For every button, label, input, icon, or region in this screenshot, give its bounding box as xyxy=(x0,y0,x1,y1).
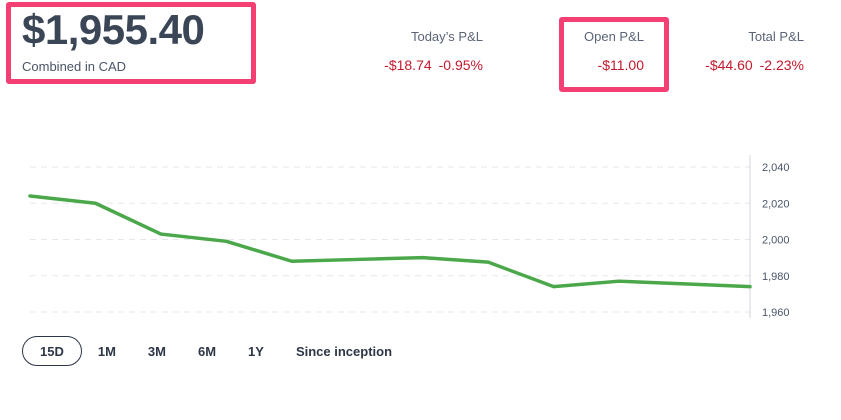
balance-highlight-box xyxy=(6,2,256,84)
y-tick-label: 2,040 xyxy=(762,162,790,174)
todays-pnl-label: Today’s P&L xyxy=(410,29,483,44)
total-pnl: Total P&L -$44.60 -2.23% xyxy=(705,29,804,73)
todays-pnl-percent: -0.95% xyxy=(438,57,483,73)
total-pnl-percent: -2.23% xyxy=(759,57,804,73)
y-tick-label: 1,980 xyxy=(762,271,790,283)
range-1y-button[interactable]: 1Y xyxy=(248,344,264,359)
open-pnl-label: Open P&L xyxy=(584,29,644,44)
range-6m-button[interactable]: 6M xyxy=(197,344,217,359)
todays-pnl-values: -$18.74 -0.95% xyxy=(384,57,483,73)
open-pnl: Open P&L -$11.00 xyxy=(584,29,644,73)
balance-line-chart[interactable]: 1,960 1,980 2,000 2,020 2,040 xyxy=(0,0,841,330)
total-pnl-label: Total P&L xyxy=(748,29,804,44)
y-tick-label: 2,020 xyxy=(762,198,790,210)
open-pnl-highlight-box xyxy=(559,17,669,92)
range-1m-button[interactable]: 1M xyxy=(97,344,116,359)
range-since-inception-button[interactable]: Since inception xyxy=(295,344,393,359)
y-tick-label: 1,960 xyxy=(762,307,790,319)
todays-pnl-amount: -$18.74 xyxy=(384,57,432,73)
range-3m-button[interactable]: 3M xyxy=(147,344,166,359)
open-pnl-values: -$11.00 xyxy=(584,57,644,73)
total-pnl-amount: -$44.60 xyxy=(705,57,753,73)
open-pnl-amount: -$11.00 xyxy=(597,57,644,73)
portfolio-balance: $1,955.40 xyxy=(22,6,205,53)
balance-currency-note: Combined in CAD xyxy=(22,59,127,74)
series-line xyxy=(28,194,752,289)
range-15d-button[interactable]: 15D xyxy=(22,336,82,366)
time-range-selector: 15D 1M 3M 6M 1Y Since inception xyxy=(22,335,419,367)
total-pnl-values: -$44.60 -2.23% xyxy=(705,57,804,73)
y-tick-label: 2,000 xyxy=(762,235,790,247)
todays-pnl: Today’s P&L -$18.74 -0.95% xyxy=(384,29,483,73)
